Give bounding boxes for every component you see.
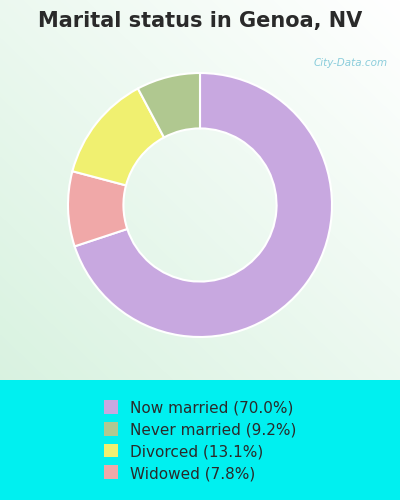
Wedge shape (138, 73, 200, 138)
Wedge shape (75, 73, 332, 337)
Text: City-Data.com: City-Data.com (314, 58, 388, 68)
Legend: Now married (70.0%), Never married (9.2%), Divorced (13.1%), Widowed (7.8%): Now married (70.0%), Never married (9.2%… (98, 394, 302, 488)
Text: Marital status in Genoa, NV: Marital status in Genoa, NV (38, 11, 362, 31)
Wedge shape (68, 171, 127, 246)
Wedge shape (72, 88, 164, 186)
